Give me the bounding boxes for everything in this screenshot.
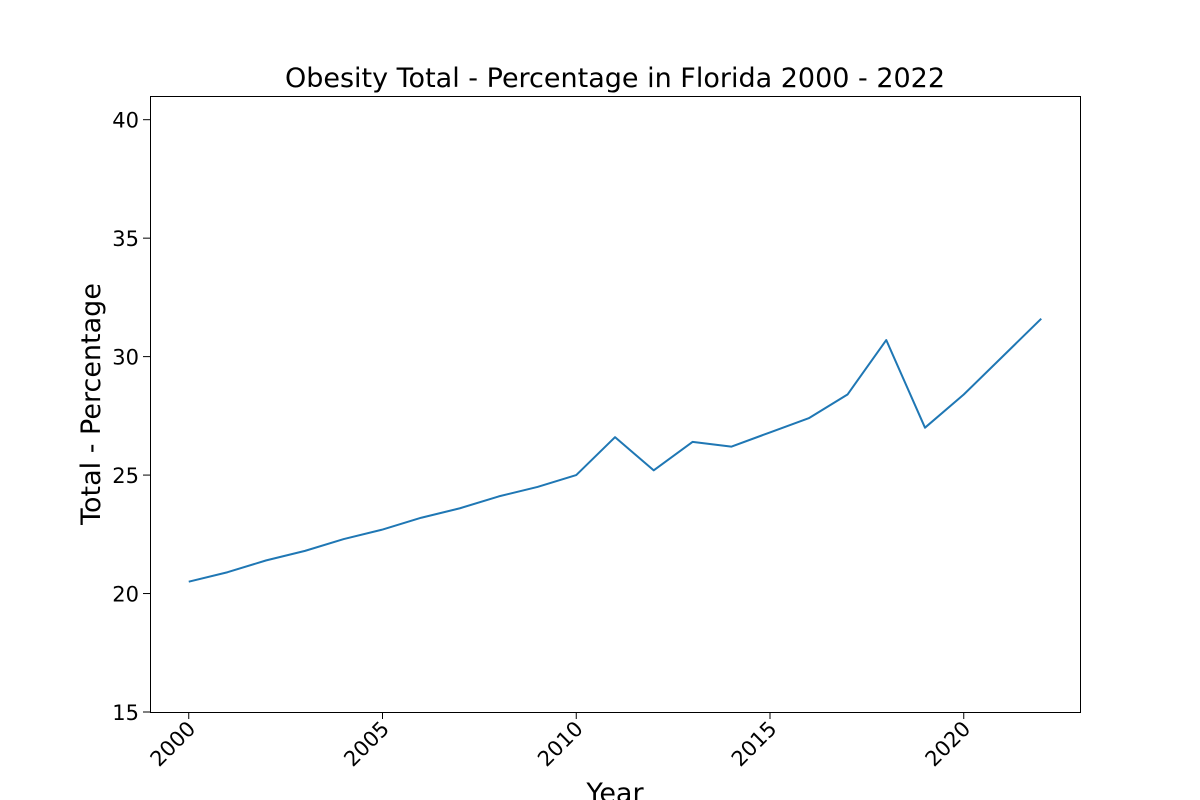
y-tick-label: 20 [112, 583, 139, 607]
x-tick-label: 2020 [921, 717, 976, 772]
y-tick-label: 35 [112, 227, 139, 251]
y-axis-ticks: 15 20 25 30 35 40 [112, 109, 150, 725]
plot-area-frame [150, 96, 1081, 713]
y-axis-label: Total - Percentage [76, 283, 107, 526]
y-tick-label: 30 [112, 346, 139, 370]
y-tick-label: 15 [112, 701, 139, 725]
series-line [188, 317, 1042, 583]
x-tick-label: 2005 [339, 717, 394, 772]
x-tick-label: 2015 [727, 717, 782, 772]
x-tick-label: 2000 [146, 717, 201, 772]
x-tick-label: 2010 [533, 717, 588, 772]
y-tick-label: 40 [112, 109, 139, 133]
x-axis-ticks: 2000 2005 2010 2015 2020 [146, 712, 976, 772]
chart-title: Obesity Total - Percentage in Florida 20… [285, 63, 945, 94]
x-axis-label: Year [585, 778, 644, 800]
y-tick-label: 25 [112, 464, 139, 488]
